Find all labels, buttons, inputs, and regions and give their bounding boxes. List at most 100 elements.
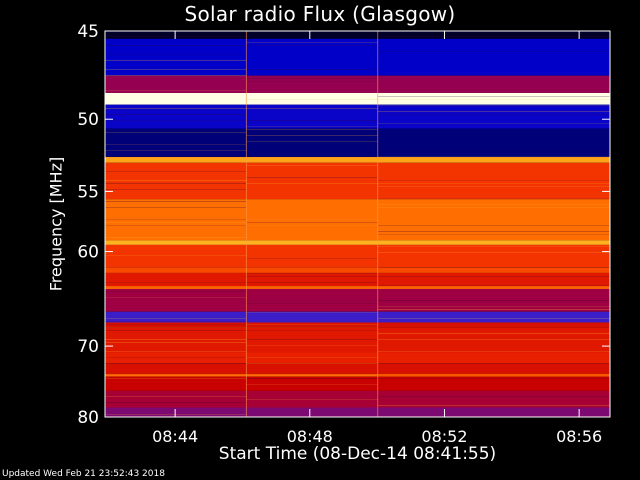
noise-stripe xyxy=(246,108,378,109)
noise-stripe xyxy=(246,258,378,259)
noise-stripe xyxy=(105,327,247,328)
noise-stripe xyxy=(377,96,610,97)
noise-stripe xyxy=(246,399,378,400)
noise-stripe xyxy=(105,291,247,292)
x-tick-label: 08:44 xyxy=(152,427,198,446)
noise-stripe xyxy=(377,99,610,100)
segment-boundaries xyxy=(245,31,379,417)
noise-stripe xyxy=(377,180,610,181)
x-axis: 08:44 08:48 08:52 08:56 xyxy=(152,31,602,446)
spectrogram-noise-stripes xyxy=(105,36,610,415)
noise-stripe xyxy=(105,324,247,325)
noise-stripe xyxy=(377,405,610,406)
y-tick-label: 45 xyxy=(77,22,99,42)
noise-stripe xyxy=(105,150,247,151)
noise-stripe xyxy=(377,339,610,340)
noise-stripe xyxy=(377,309,610,310)
frequency-band xyxy=(105,75,610,93)
frequency-band xyxy=(105,128,610,158)
noise-stripe xyxy=(377,204,610,205)
noise-stripe xyxy=(377,231,610,232)
noise-stripe xyxy=(377,300,610,301)
frequency-band xyxy=(105,289,610,312)
noise-stripe xyxy=(246,375,378,376)
frequency-band xyxy=(105,407,610,417)
noise-stripe xyxy=(105,330,247,331)
noise-stripe xyxy=(105,108,247,109)
noise-stripe xyxy=(246,81,378,82)
frequency-band xyxy=(105,363,610,374)
noise-stripe xyxy=(105,201,247,202)
noise-stripe xyxy=(246,300,378,301)
spectrogram-bands xyxy=(105,31,610,417)
noise-stripe xyxy=(246,357,378,358)
noise-stripe xyxy=(377,36,610,37)
noise-stripe xyxy=(105,378,247,379)
noise-stripe xyxy=(105,144,247,145)
frequency-band xyxy=(105,162,610,200)
x-tick-label: 08:48 xyxy=(287,427,333,446)
noise-stripe xyxy=(246,219,378,220)
noise-stripe xyxy=(246,378,378,379)
noise-stripe xyxy=(246,384,378,385)
y-tick-label: 60 xyxy=(77,243,99,263)
frequency-band xyxy=(105,92,610,105)
noise-stripe xyxy=(105,90,247,91)
noise-stripe xyxy=(105,207,247,208)
noise-stripe xyxy=(377,225,610,226)
noise-stripe xyxy=(105,255,247,256)
noise-stripe xyxy=(105,120,247,121)
noise-stripe xyxy=(105,222,247,223)
frequency-band xyxy=(105,272,610,287)
frequency-band xyxy=(105,157,610,163)
noise-stripe xyxy=(246,78,378,79)
noise-stripe xyxy=(377,198,610,199)
noise-stripe xyxy=(246,324,378,325)
y-axis-label: Frequency [MHz] xyxy=(46,156,66,292)
noise-stripe xyxy=(377,285,610,286)
frequency-band xyxy=(105,352,610,364)
noise-stripe xyxy=(246,129,378,130)
noise-stripe xyxy=(105,219,247,220)
noise-stripe xyxy=(105,363,247,364)
noise-stripe xyxy=(377,183,610,184)
noise-stripe xyxy=(105,237,247,238)
noise-stripe xyxy=(246,327,378,328)
noise-stripe xyxy=(105,225,247,226)
noise-stripe xyxy=(377,333,610,334)
x-tick-label: 08:56 xyxy=(556,427,602,446)
noise-stripe xyxy=(246,141,378,142)
noise-stripe xyxy=(105,339,247,340)
frequency-band xyxy=(105,240,610,245)
noise-stripe xyxy=(105,54,247,55)
noise-stripe xyxy=(246,45,378,46)
noise-stripe xyxy=(377,246,610,247)
frequency-band xyxy=(105,376,610,391)
noise-stripe xyxy=(105,60,247,61)
y-tick-label: 70 xyxy=(77,337,99,357)
noise-stripe xyxy=(105,297,247,298)
noise-stripe xyxy=(105,351,247,352)
noise-stripe xyxy=(105,171,247,172)
noise-stripe xyxy=(246,156,378,157)
y-axis: 45 50 55 60 70 80 xyxy=(77,22,610,428)
noise-stripe xyxy=(377,186,610,187)
noise-stripe xyxy=(105,75,247,76)
noise-stripe xyxy=(105,69,247,70)
noise-stripe xyxy=(246,303,378,304)
noise-stripe xyxy=(105,132,247,133)
frequency-band xyxy=(105,373,610,377)
noise-stripe xyxy=(377,318,610,319)
noise-stripe xyxy=(246,339,378,340)
frequency-band xyxy=(105,311,610,323)
noise-stripe xyxy=(377,150,610,151)
y-tick-label: 50 xyxy=(77,110,99,130)
frequency-band xyxy=(105,327,610,353)
noise-stripe xyxy=(105,375,247,376)
frequency-band xyxy=(105,199,610,241)
noise-stripe xyxy=(105,114,247,115)
noise-stripe xyxy=(105,45,247,46)
frequency-band xyxy=(105,390,610,408)
noise-stripe xyxy=(377,105,610,106)
